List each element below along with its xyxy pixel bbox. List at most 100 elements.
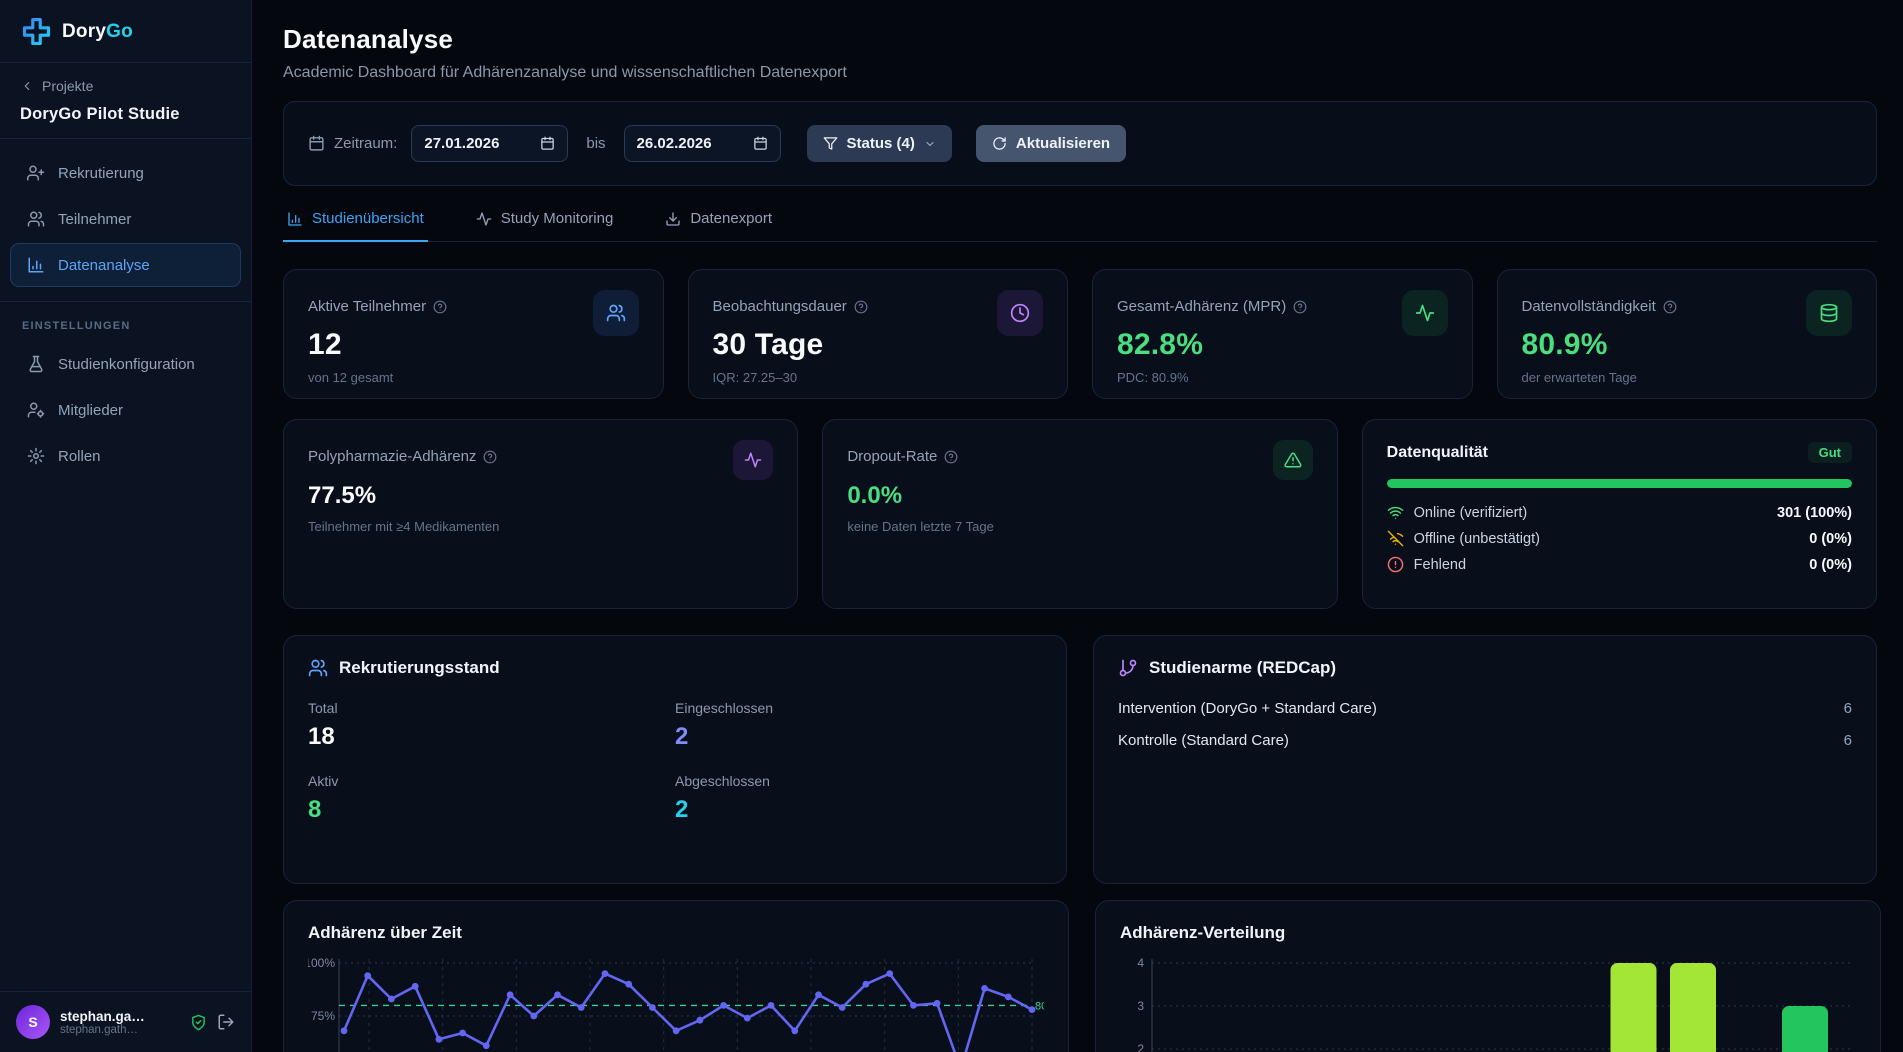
calendar-icon xyxy=(308,135,325,152)
status-filter-button[interactable]: Status (4) xyxy=(806,125,952,162)
stat-card-datenvollstaendigkeit: Datenvollständigkeit 80.9% der erwartete… xyxy=(1496,269,1877,399)
sidebar-item-label: Mitglieder xyxy=(58,401,124,419)
study-arm-row-intervention: Intervention (DoryGo + Standard Care) 6 xyxy=(1118,700,1852,717)
recruitment-item-abgeschlossen: Abgeschlossen 2 xyxy=(675,773,770,823)
metric-label: Polypharmazie-Adhärenz xyxy=(308,448,477,465)
bar-chart-icon xyxy=(27,256,45,274)
recruitment-card: Rekrutierungsstand Total 18 Eingeschloss… xyxy=(283,635,1067,884)
metric-card-polypharmazie: Polypharmazie-Adhärenz 77.5% Teilnehmer … xyxy=(283,419,799,609)
adherence-distribution-card: Adhärenz-Verteilung 4 3 2 xyxy=(1095,900,1881,1052)
tab-studienuebersicht[interactable]: Studienübersicht xyxy=(283,208,428,242)
chart-title: Adhärenz über Zeit xyxy=(308,923,462,942)
quality-row-fehlend: Fehlend 0 (0%) xyxy=(1387,556,1852,573)
study-arms-card: Studienarme (REDCap) Intervention (DoryG… xyxy=(1093,635,1877,884)
stat-value: 82.8% xyxy=(1117,328,1204,361)
recruitment-item-total: Total 18 xyxy=(308,700,338,750)
alert-circle-icon xyxy=(1387,556,1404,573)
page-title: Datenanalyse xyxy=(283,24,454,54)
stat-card-aktive-teilnehmer: Aktive Teilnehmer 12 von 12 gesamt xyxy=(283,269,664,399)
data-quality-card: Datenqualität Gut Online (verifiziert) 3… xyxy=(1361,419,1877,609)
sidebar-item-mitglieder[interactable]: Mitglieder xyxy=(10,388,241,432)
quality-progress-bar xyxy=(1386,479,1852,488)
tab-bar: Studienübersicht Study Monitoring Datene… xyxy=(283,208,1877,242)
stat-label: Gesamt-Adhärenz (MPR) xyxy=(1117,298,1287,315)
project-name: DoryGo Pilot Studie xyxy=(20,105,180,123)
back-to-projects-link[interactable]: Projekte xyxy=(20,78,231,94)
charts-row: Adhärenz über Zeit 100% 75% 80 Adhärenz-Ve… xyxy=(283,900,1881,1052)
quality-status-badge: Gut xyxy=(1807,442,1852,463)
svg-text:3: 3 xyxy=(1137,999,1144,1013)
database-icon xyxy=(1806,290,1852,336)
svg-text:75%: 75% xyxy=(311,1009,335,1023)
wifi-off-icon xyxy=(1387,530,1404,547)
adherence-line-chart: 100% 75% 80 xyxy=(308,956,1044,1052)
stat-card-gesamt-adhaerenz: Gesamt-Adhärenz (MPR) 82.8% PDC: 80.9% xyxy=(1092,269,1473,399)
sidebar: DoryGo Projekte DoryGo Pilot Studie Rekr… xyxy=(0,0,252,1052)
sidebar-item-rollen[interactable]: Rollen xyxy=(10,434,241,478)
sidebar-item-rekrutierung[interactable]: Rekrutierung xyxy=(10,151,241,195)
stat-sub: von 12 gesamt xyxy=(308,370,394,385)
stat-sub: IQR: 27.25–30 xyxy=(712,370,798,385)
metric-cards-row: Polypharmazie-Adhärenz 77.5% Teilnehmer … xyxy=(283,419,1877,609)
help-icon[interactable] xyxy=(1663,300,1677,314)
activity-icon xyxy=(476,211,492,227)
chevron-left-icon xyxy=(20,79,34,93)
tab-study-monitoring[interactable]: Study Monitoring xyxy=(472,208,618,242)
recruitment-item-eingeschlossen: Eingeschlossen 2 xyxy=(675,700,774,750)
metric-sub: keine Daten letzte 7 Tage xyxy=(847,519,994,534)
panels-row: Rekrutierungsstand Total 18 Eingeschloss… xyxy=(283,635,1877,884)
recruitment-title: Rekrutierungsstand xyxy=(339,658,500,677)
logout-icon[interactable] xyxy=(217,1013,235,1031)
stat-cards-row: Aktive Teilnehmer 12 von 12 gesamt Beoba… xyxy=(283,269,1877,399)
date-from-input[interactable]: 27.01.2026 xyxy=(411,125,569,162)
settings-section-label: EINSTELLUNGEN xyxy=(22,320,131,332)
stat-label: Aktive Teilnehmer xyxy=(308,298,427,315)
brand-name: DoryGo xyxy=(62,20,133,42)
date-to-input[interactable]: 26.02.2026 xyxy=(623,125,781,162)
help-icon[interactable] xyxy=(944,450,958,464)
sidebar-item-teilnehmer[interactable]: Teilnehmer xyxy=(10,197,241,241)
refresh-button[interactable]: Aktualisieren xyxy=(975,125,1127,162)
calendar-icon xyxy=(753,136,768,151)
triangle-alert-icon xyxy=(1272,440,1313,480)
adherence-over-time-card: Adhärenz über Zeit 100% 75% 80 xyxy=(283,900,1069,1052)
stat-label: Datenvollständigkeit xyxy=(1521,298,1656,315)
adherence-bar-chart: 4 3 2 xyxy=(1137,956,1850,1052)
filter-icon xyxy=(823,136,838,151)
user-plus-icon xyxy=(27,164,45,182)
svg-text:2: 2 xyxy=(1137,1042,1144,1052)
activity-icon xyxy=(1401,290,1448,336)
back-link-label: Projekte xyxy=(42,78,94,94)
stat-card-beobachtungsdauer: Beobachtungsdauer 30 Tage IQR: 27.25–30 xyxy=(687,269,1068,399)
gear-icon xyxy=(27,447,45,465)
stat-value: 80.9% xyxy=(1521,328,1608,361)
quality-row-online: Online (verifiziert) 301 (100%) xyxy=(1387,504,1852,521)
tab-datenexport[interactable]: Datenexport xyxy=(661,208,776,242)
user-name: stephan.ga… xyxy=(60,1008,145,1024)
study-arm-row-kontrolle: Kontrolle (Standard Care) 6 xyxy=(1118,732,1852,749)
sidebar-item-label: Studienkonfiguration xyxy=(58,355,195,373)
stat-sub: der erwarteten Tage xyxy=(1521,370,1637,385)
stat-value: 12 xyxy=(308,328,342,361)
stat-value: 30 Tage xyxy=(712,328,824,361)
help-icon[interactable] xyxy=(1293,300,1307,314)
clock-icon xyxy=(997,290,1043,336)
svg-text:100%: 100% xyxy=(308,956,335,970)
metric-sub: Teilnehmer mit ≥4 Medikamenten xyxy=(308,519,500,534)
stat-label: Beobachtungsdauer xyxy=(712,298,847,315)
filter-bar: Zeitraum: 27.01.2026 bis 26.02.2026 Stat… xyxy=(283,101,1877,186)
sidebar-item-datenanalyse[interactable]: Datenanalyse xyxy=(10,243,241,287)
avatar[interactable]: S xyxy=(16,1005,50,1039)
chart-title: Adhärenz-Verteilung xyxy=(1120,923,1286,942)
date-separator: bis xyxy=(586,135,606,152)
sidebar-item-label: Rollen xyxy=(58,447,101,465)
metric-label: Dropout-Rate xyxy=(847,448,938,465)
help-icon[interactable] xyxy=(433,300,447,314)
sidebar-item-studienkonfiguration[interactable]: Studienkonfiguration xyxy=(10,342,241,386)
brand-logo: DoryGo xyxy=(0,0,251,63)
stat-sub: PDC: 80.9% xyxy=(1117,370,1189,385)
chevron-down-icon xyxy=(924,138,936,150)
help-icon[interactable] xyxy=(483,450,497,464)
help-icon[interactable] xyxy=(854,300,868,314)
user-cog-icon xyxy=(27,401,45,419)
